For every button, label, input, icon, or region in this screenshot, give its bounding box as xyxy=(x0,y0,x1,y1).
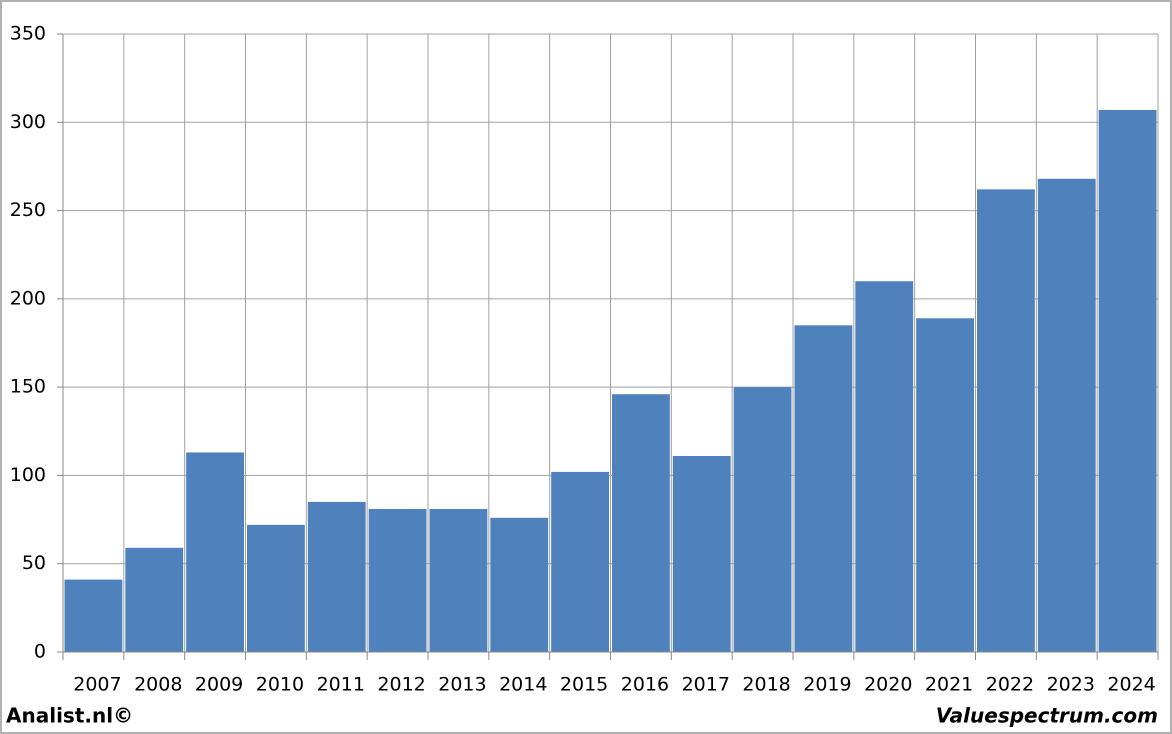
bar xyxy=(64,579,123,652)
bar xyxy=(429,508,488,652)
x-tick-label: 2024 xyxy=(1107,674,1155,696)
x-tick-label: 2012 xyxy=(377,674,425,696)
bar xyxy=(247,524,305,652)
y-tick-label: 350 xyxy=(10,23,46,45)
y-tick-label: 300 xyxy=(10,111,46,133)
x-tick-label: 2013 xyxy=(438,674,486,696)
bar xyxy=(916,318,974,652)
y-tick-label: 150 xyxy=(10,376,46,398)
y-tick-label: 0 xyxy=(34,641,46,663)
footer-right: Valuespectrum.com xyxy=(936,704,1158,728)
bar xyxy=(368,508,427,652)
x-tick-label: 2021 xyxy=(925,674,973,696)
bar xyxy=(794,325,853,652)
x-tick-label: 2008 xyxy=(134,674,182,696)
x-tick-label: 2018 xyxy=(742,674,790,696)
bar xyxy=(551,471,609,652)
x-tick-label: 2022 xyxy=(986,674,1034,696)
x-tick-label: 2020 xyxy=(864,674,912,696)
bar xyxy=(672,456,731,652)
x-tick-label: 2010 xyxy=(256,674,304,696)
bar xyxy=(733,387,792,652)
bar xyxy=(1098,109,1157,652)
x-tick-label: 2016 xyxy=(621,674,669,696)
x-tick-label: 2007 xyxy=(73,674,121,696)
y-tick-label: 100 xyxy=(10,464,46,486)
y-tick-label: 50 xyxy=(22,552,46,574)
y-tick-label: 200 xyxy=(10,287,46,309)
x-tick-label: 2014 xyxy=(499,674,547,696)
bar xyxy=(186,452,244,652)
bar xyxy=(612,394,670,652)
bar xyxy=(855,281,914,652)
bar xyxy=(1037,178,1096,652)
bar xyxy=(490,517,549,652)
x-tick-label: 2011 xyxy=(317,674,365,696)
x-tick-label: 2019 xyxy=(803,674,851,696)
x-tick-label: 2017 xyxy=(682,674,730,696)
bar xyxy=(125,547,184,652)
bar xyxy=(977,189,1035,652)
bar xyxy=(307,501,366,652)
x-tick-label: 2023 xyxy=(1047,674,1095,696)
x-tick-label: 2015 xyxy=(560,674,608,696)
footer-left: Analist.nl© xyxy=(6,704,133,728)
x-tick-label: 2009 xyxy=(195,674,243,696)
y-tick-label: 250 xyxy=(10,199,46,221)
